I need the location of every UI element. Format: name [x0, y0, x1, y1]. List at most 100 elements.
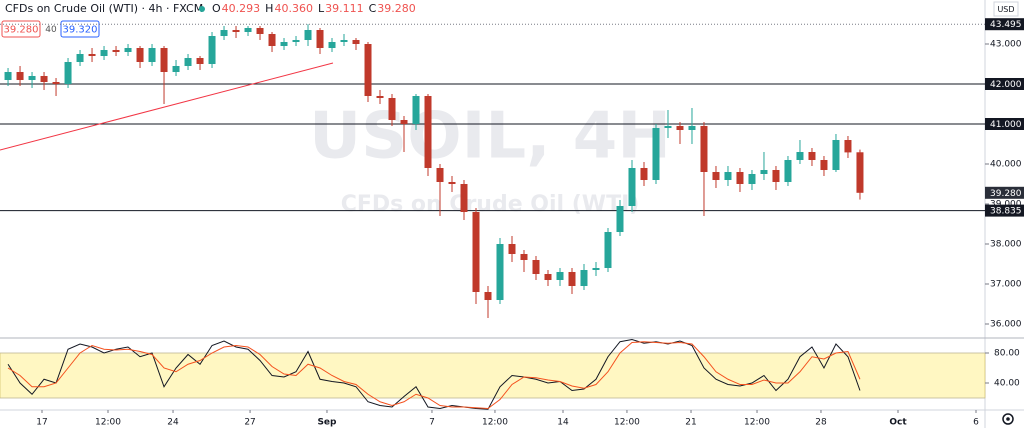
x-tick-label: 27 — [244, 418, 255, 428]
x-tick-label: 17 — [36, 418, 47, 428]
candle-body — [136, 48, 144, 62]
status-dot — [199, 6, 205, 12]
candle-body — [772, 170, 780, 182]
candle-body — [208, 36, 216, 64]
y-tick-label: 36.000 — [990, 320, 1022, 330]
stoch-band — [0, 352, 986, 399]
y-tick-label: 43.000 — [990, 40, 1022, 50]
ask-box[interactable] — [60, 20, 100, 38]
candle-body — [148, 48, 156, 62]
candle-body — [760, 170, 768, 174]
x-tick-label: Sep — [317, 418, 337, 428]
settings-hub — [1006, 417, 1010, 421]
candle-body — [160, 48, 168, 72]
price-label-box — [985, 186, 1024, 199]
candle-body — [616, 206, 624, 232]
candle-body — [244, 28, 252, 32]
bid-box[interactable] — [1, 20, 41, 38]
x-tick-label: 28 — [815, 418, 827, 428]
x-tick-label: 12:00 — [95, 418, 121, 428]
stoch-tick-label: 80.00 — [994, 349, 1020, 359]
candle-body — [364, 44, 372, 96]
x-tick-label: 21 — [685, 418, 696, 428]
x-tick-label: 24 — [167, 418, 179, 428]
stoch-tick-label: 40.00 — [994, 379, 1020, 389]
candle-body — [304, 30, 312, 40]
ohlc-key: O — [212, 2, 221, 15]
currency: USD — [997, 5, 1014, 14]
candle-body — [784, 160, 792, 182]
y-tick-label: 39.000 — [990, 200, 1022, 210]
y-tick-label: 40.000 — [990, 160, 1022, 170]
price-label: 41.000 — [990, 120, 1022, 130]
candle-body — [652, 128, 660, 180]
candle-body — [172, 66, 180, 72]
candle-body — [256, 28, 264, 34]
x-tick-label: 12:00 — [744, 418, 770, 428]
candle-body — [580, 270, 588, 286]
ask: 39.320 — [63, 25, 98, 36]
candle-body — [556, 272, 564, 280]
ohlc-value: 39.111 — [325, 2, 364, 15]
candle-body — [40, 76, 48, 82]
ohlc-value: 40.293 — [222, 2, 261, 15]
symbol-title: CFDs on Crude Oil (WTI) · 4h · FXCM — [5, 2, 203, 15]
settings-icon[interactable] — [1002, 413, 1014, 425]
candle-body — [448, 182, 456, 184]
candle-body — [568, 272, 576, 286]
candle-body — [88, 54, 96, 56]
candle-body — [388, 98, 396, 120]
bid: 39.280 — [4, 25, 39, 36]
candle-body — [436, 168, 444, 182]
stoch-line — [7, 341, 861, 410]
candle-body — [340, 40, 348, 42]
candle-body — [700, 126, 708, 172]
spread: 40 — [45, 25, 57, 35]
candle-body — [748, 174, 756, 184]
ohlc-key: H — [265, 2, 273, 15]
currency-box[interactable] — [993, 1, 1019, 17]
candle-body — [544, 274, 552, 280]
candle-body — [736, 172, 744, 184]
x-tick-label: Oct — [889, 418, 907, 428]
candle-body — [76, 54, 84, 62]
candle-body — [268, 34, 276, 46]
x-tick-label: 6 — [973, 418, 979, 428]
ohlc-key: C — [369, 2, 377, 15]
ohlc-value: 39.280 — [377, 2, 416, 15]
candle-body — [472, 212, 480, 292]
candle-body — [280, 42, 288, 46]
x-tick-label: 12:00 — [482, 418, 508, 428]
candle-body — [820, 160, 828, 170]
ohlc-key: L — [318, 2, 325, 15]
candle-body — [724, 172, 732, 180]
price-label-box — [985, 118, 1024, 130]
candle-body — [460, 184, 468, 212]
candle-body — [712, 172, 720, 180]
candle-body — [640, 168, 648, 180]
x-tick-label: 7 — [429, 418, 435, 428]
candle-body — [292, 40, 300, 42]
candle-body — [496, 244, 504, 300]
candle-body — [832, 140, 840, 170]
candle-body — [412, 96, 420, 124]
y-tick-label: 38.000 — [990, 240, 1022, 250]
settings-gear — [1002, 413, 1014, 425]
ohlc-value: 40.360 — [274, 2, 313, 15]
y-tick-label: 37.000 — [990, 280, 1022, 290]
candle-body — [844, 140, 852, 153]
price-label-box — [985, 78, 1024, 90]
candle-body — [328, 42, 336, 48]
candle-body — [316, 30, 324, 48]
watermark: USOIL, 4H — [309, 100, 671, 174]
header: CFDs on Crude Oil (WTI) · 4h · FXCM 39.2… — [1, 2, 205, 38]
candle-body — [112, 50, 120, 52]
price-label: 42.000 — [990, 80, 1022, 90]
candle-body — [856, 152, 864, 193]
candle-body — [220, 30, 228, 36]
candle-body — [376, 96, 384, 98]
candle-body — [28, 76, 36, 80]
price-label: 38.835 — [990, 207, 1022, 217]
candle-body — [4, 72, 12, 80]
